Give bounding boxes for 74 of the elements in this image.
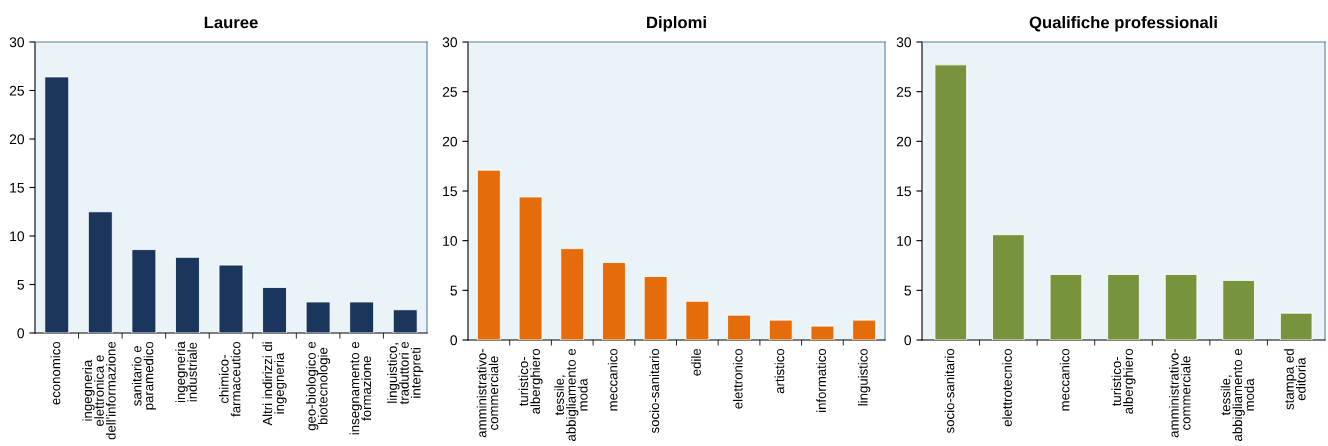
x-tick-label: informatico <box>816 348 826 412</box>
x-tick-label: amministrativo- commerciale <box>476 348 499 438</box>
y-tick-label: 0 <box>450 335 458 346</box>
y-tick-label: 10 <box>10 231 25 242</box>
bar <box>518 196 543 340</box>
bar <box>349 301 375 333</box>
x-tick-label: amministrativo- commerciale <box>1169 348 1191 438</box>
x-tick-label: edile <box>691 348 701 376</box>
bar <box>1107 274 1140 340</box>
bar <box>643 276 668 340</box>
y-tick-label: 15 <box>10 182 24 193</box>
y-tick-label: 25 <box>9 85 24 96</box>
bar <box>992 234 1025 340</box>
x-tick-label: economico <box>50 341 61 405</box>
bar <box>685 300 710 340</box>
bar <box>1222 279 1255 340</box>
y-tick-label: 30 <box>9 37 25 48</box>
bar <box>392 309 418 333</box>
y-tick-label: 5 <box>904 285 911 296</box>
chart-title: Diplomi <box>647 16 706 32</box>
x-tick-label: tessile, abbigliamento e moda <box>1220 348 1255 441</box>
bar <box>87 211 113 333</box>
x-tick-label: elettrotecnico <box>1002 348 1012 427</box>
x-tick-label: chimico- farmaceutico <box>218 341 241 417</box>
bar <box>44 76 70 333</box>
y-tick-label: 15 <box>897 186 911 197</box>
bar <box>1164 274 1198 340</box>
x-tick-label: artistico <box>774 348 785 394</box>
x-tick-label: insegnamento e formazione <box>349 341 372 435</box>
x-tick-label: meccanico <box>607 348 618 411</box>
x-tick-label: ingegneria elettronica e dell'informazione <box>82 341 116 440</box>
y-tick-label: 20 <box>442 136 458 147</box>
bar <box>1279 312 1313 340</box>
x-tick-label: socio-sanitario <box>649 348 660 434</box>
x-tick-label: socio-sanitario <box>944 348 955 434</box>
y-tick-label: 30 <box>442 37 458 48</box>
x-tick-label: linguistico <box>858 348 871 406</box>
bar <box>560 248 585 340</box>
bar <box>218 264 244 333</box>
bar <box>1049 274 1083 340</box>
bar <box>175 256 200 333</box>
bar <box>602 262 626 340</box>
y-tick-label: 20 <box>9 134 25 145</box>
y-tick-label: 0 <box>904 335 912 346</box>
bar <box>131 249 157 333</box>
y-tick-label: 25 <box>442 87 457 97</box>
bar <box>934 64 968 340</box>
x-tick-label: ingegneria industriale <box>175 341 197 403</box>
bar <box>768 319 793 340</box>
x-tick-label: sanitario e paramedico <box>131 341 156 410</box>
bar <box>727 314 751 340</box>
x-tick-label: stampa ed editoria <box>1284 349 1306 410</box>
x-tick-label: elettronico <box>732 348 743 409</box>
y-tick-label: 25 <box>896 87 911 97</box>
chart-title: Lauree <box>204 16 258 29</box>
bar <box>262 286 287 333</box>
x-tick-label: turistico- alberghiero <box>518 348 543 414</box>
bar <box>476 169 501 340</box>
y-tick-label: 20 <box>896 136 912 147</box>
y-tick-label: 5 <box>450 285 457 296</box>
bar <box>810 325 835 340</box>
y-tick-label: 10 <box>443 236 458 246</box>
bar <box>305 301 331 333</box>
chart-title: Qualifiche professionali <box>1029 16 1217 32</box>
x-tick-label: turistico- alberghiero <box>1111 348 1136 414</box>
y-tick-label: 5 <box>17 279 24 290</box>
x-tick-label: Altri indirizzi di ingegneria <box>262 342 287 426</box>
y-tick-label: 10 <box>897 236 912 246</box>
x-tick-label: tessile, abbigliamento e moda <box>554 348 588 441</box>
y-tick-label: 0 <box>17 328 25 339</box>
x-tick-label: meccanico <box>1059 348 1070 411</box>
bar <box>852 319 877 340</box>
y-tick-label: 15 <box>443 186 457 197</box>
y-tick-label: 30 <box>896 37 912 48</box>
